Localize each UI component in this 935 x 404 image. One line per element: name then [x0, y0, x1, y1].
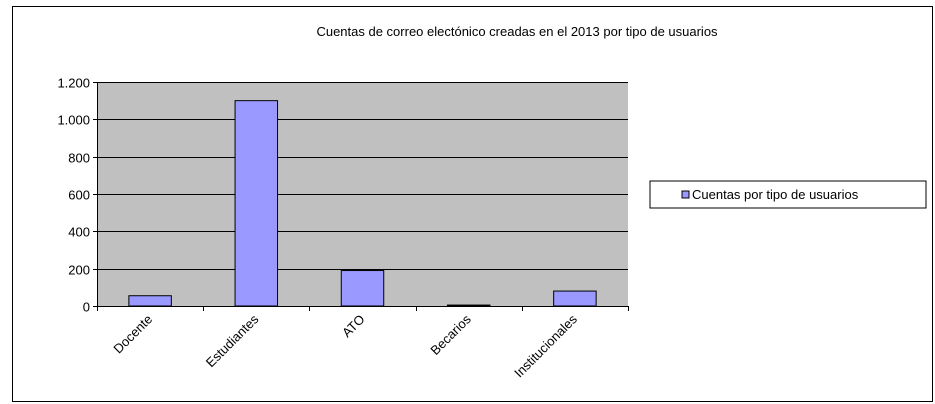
y-tick-label: 600: [68, 188, 90, 203]
legend-swatch: [681, 190, 690, 199]
x-tick-label: ATO: [339, 312, 368, 341]
bar: [446, 304, 491, 307]
bar: [553, 290, 597, 307]
x-tick-label: Estudiantes: [203, 311, 262, 370]
bar: [234, 100, 279, 307]
y-tick-label: 0: [83, 300, 90, 315]
x-tick-label: Docente: [110, 312, 155, 357]
x-axis: Docente Estudiantes ATO Becarios Institucion…: [97, 306, 629, 380]
legend: Cuentas por tipo de usuarios: [649, 180, 927, 209]
y-tick-label: 400: [68, 225, 90, 240]
y-tick-label: 1.200: [57, 76, 90, 91]
y-tick-label: 1.000: [57, 113, 90, 128]
y-tick-label: 200: [68, 263, 90, 278]
bar: [340, 270, 385, 307]
legend-box: [649, 180, 927, 209]
gridlines: [97, 82, 628, 307]
y-axis: 0 200 400 600 800 1.000 1.200: [57, 76, 98, 315]
x-tick-label: Institucionales: [511, 311, 580, 380]
legend-label: Cuentas por tipo de usuarios: [692, 187, 859, 202]
bar: [128, 295, 172, 307]
x-tick-label: Becarios: [427, 311, 474, 358]
y-tick-label: 800: [68, 151, 90, 166]
chart-title: Cuentas de correo electónico creadas en …: [316, 24, 718, 39]
bars: [128, 100, 597, 307]
